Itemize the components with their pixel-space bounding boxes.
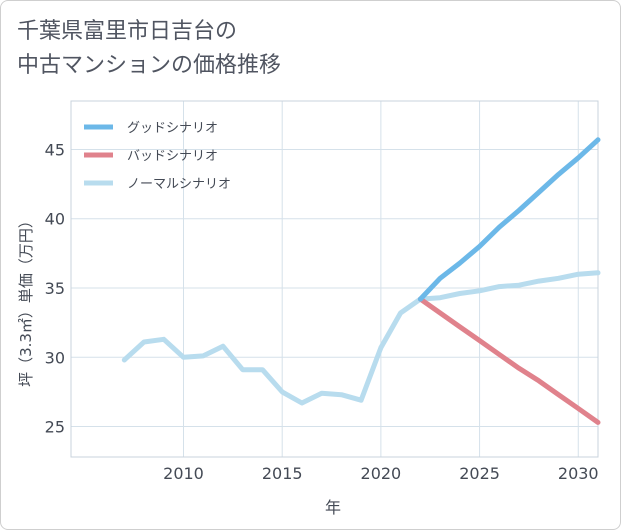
chart-title: 千葉県富里市日吉台の 中古マンションの価格推移 — [17, 15, 281, 83]
y-axis-label: 坪（3.3㎡）単価（万円） — [17, 213, 35, 387]
x-tick-label-2025: 2025 — [459, 464, 500, 483]
series-lines — [121, 137, 601, 425]
y-tick-label-45: 45 — [45, 140, 65, 159]
legend-label-normal-scenario: ノーマルシナリオ — [127, 177, 231, 192]
x-tick-label-2030: 2030 — [558, 464, 599, 483]
y-tick-label-40: 40 — [45, 210, 65, 229]
series-line-bad-scenario — [417, 296, 601, 425]
y-tick-label-30: 30 — [45, 348, 65, 367]
y-tick-label-35: 35 — [45, 279, 65, 298]
chart-title-line1: 千葉県富里市日吉台の — [17, 19, 238, 44]
x-axis-label: 年 — [325, 498, 341, 517]
chart-title-line2: 中古マンションの価格推移 — [17, 53, 282, 78]
x-tick-label-2010: 2010 — [163, 464, 204, 483]
legend-label-bad-scenario: バッドシナリオ — [127, 149, 218, 164]
legend-label-good-scenario: グッドシナリオ — [127, 121, 218, 136]
axis-ticks: 2010 2015 2020 2025 2030 25 30 35 40 45 — [45, 140, 599, 483]
series-line-good-scenario — [417, 137, 601, 302]
x-tick-label-2015: 2015 — [262, 464, 303, 483]
y-tick-label-25: 25 — [45, 418, 65, 437]
series-line-normal-scenario — [121, 270, 601, 406]
plot-area-border — [70, 100, 599, 458]
x-tick-label-2020: 2020 — [361, 464, 402, 483]
